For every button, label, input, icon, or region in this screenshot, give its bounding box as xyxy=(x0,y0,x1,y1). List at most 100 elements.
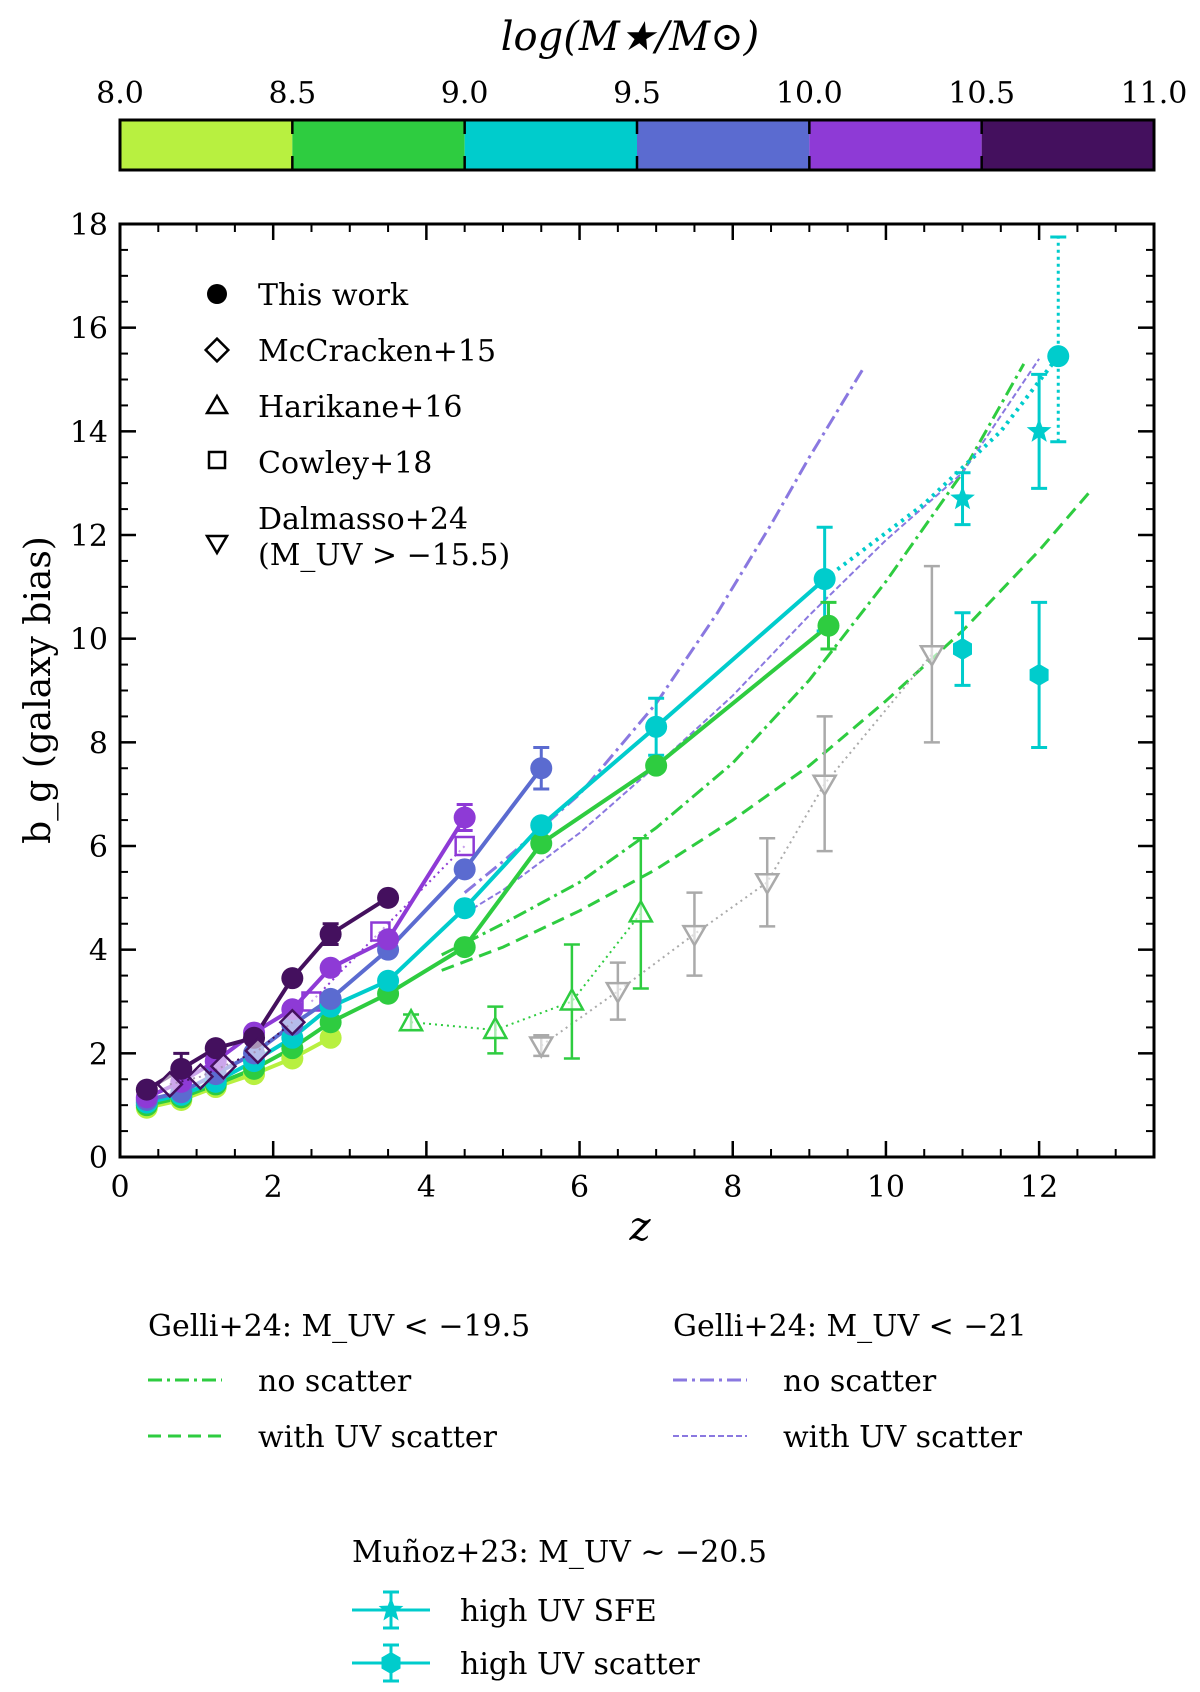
this-work-point xyxy=(377,886,400,909)
mccracken-point xyxy=(278,1008,307,1037)
cowley-point xyxy=(454,835,475,857)
x-tick-label: 0 xyxy=(110,1170,129,1205)
this-work-point xyxy=(319,923,342,946)
axis-tick-labels: 0 2 4 6 8 10 12 0 2 4 6 8 10 12 14 16 18 xyxy=(70,208,1058,1205)
colorbar-tick-label: 8.0 xyxy=(96,76,144,111)
x-axis-label: z xyxy=(628,1204,651,1250)
gelli-19-5-no-scatter-line xyxy=(441,363,1026,957)
this-work-point xyxy=(377,928,400,951)
y-axis-label: b_g (galaxy bias) xyxy=(18,536,59,844)
mccracken-line xyxy=(169,1021,293,1086)
legend-main: This work McCracken+15 Harikane+16 Cowle… xyxy=(203,278,510,573)
legend-harikane-label: Harikane+16 xyxy=(258,390,462,425)
gelli-21-with-scatter-line xyxy=(464,358,1040,915)
dalmasso-line xyxy=(540,653,933,1047)
legend-dalmasso-label-1: Dalmasso+24 xyxy=(258,502,468,537)
colorbar-segments xyxy=(118,118,1156,172)
harikane-point xyxy=(627,898,654,923)
legend-gelli-19-5: Gelli+24: M_UV < −19.5 no scatter with U… xyxy=(148,1309,530,1455)
y-tick-label: 16 xyxy=(70,312,108,347)
legend-mccracken-marker xyxy=(203,336,231,364)
munoz-sfe-point xyxy=(950,485,975,510)
y-tick-label: 8 xyxy=(89,726,108,761)
axis-ticks xyxy=(118,222,1154,1159)
legend-mccracken-label: McCracken+15 xyxy=(258,334,496,369)
dalmasso-point xyxy=(604,981,632,1005)
legend-munoz-hexagon-marker xyxy=(381,1652,401,1674)
legend-munoz-sfe-label: high UV SFE xyxy=(460,1594,657,1629)
legend-munoz-sfe-sample xyxy=(352,1590,430,1630)
legend-gelli-19-5-scatter-label: with UV scatter xyxy=(258,1420,498,1455)
this-work-point xyxy=(453,936,476,959)
harikane-point xyxy=(558,986,586,1011)
this-work-point xyxy=(645,754,668,777)
munoz-sfe-point xyxy=(1026,418,1052,442)
legend-this-work-marker xyxy=(207,284,227,304)
this-work-point xyxy=(817,614,840,637)
this-work-point xyxy=(453,858,476,881)
y-tick-label: 2 xyxy=(89,1037,108,1072)
this-work-point xyxy=(319,1026,342,1049)
x-tick-label: 10 xyxy=(867,1170,905,1205)
legend-gelli-19-5-title: Gelli+24: M_UV < −19.5 xyxy=(148,1309,530,1344)
colorbar: log(M★/M⊙) 8.0 8.5 9.0 9.5 10.0 10.5 11.0 xyxy=(96,14,1187,172)
colorbar-segment xyxy=(981,120,1154,170)
legend-this-work-label: This work xyxy=(258,278,409,313)
mccracken-point xyxy=(156,1070,184,1099)
colorbar-tick-label: 10.0 xyxy=(776,76,843,111)
y-tick-label: 18 xyxy=(70,208,108,243)
legend-gelli-19-5-noscatter-label: no scatter xyxy=(258,1364,412,1399)
this-work-point xyxy=(319,1011,342,1034)
colorbar-tick-label: 8.5 xyxy=(268,76,316,111)
legend-munoz: Muñoz+23: M_UV ∼ −20.5 high UV SFE high … xyxy=(352,1535,767,1683)
colorbar-tick-label: 11.0 xyxy=(1121,76,1188,111)
y-tick-label: 12 xyxy=(70,519,108,554)
y-tick-label: 0 xyxy=(89,1141,108,1176)
x-tick-label: 12 xyxy=(1020,1170,1058,1205)
this-work-point xyxy=(453,897,476,920)
mccracken-point xyxy=(209,1052,238,1081)
colorbar-segment xyxy=(292,120,465,170)
this-work-point xyxy=(813,568,836,591)
this-work-point xyxy=(319,987,342,1010)
colorbar-tick-label: 9.5 xyxy=(613,76,661,111)
gelli-21-no-scatter-line xyxy=(463,368,865,894)
y-tick-label: 6 xyxy=(89,830,108,865)
colorbar-segment xyxy=(637,120,810,170)
this-work-point xyxy=(135,1078,158,1101)
colorbar-segment xyxy=(120,120,293,170)
this-work-point xyxy=(204,1037,227,1060)
legend-harikane-marker xyxy=(204,393,230,415)
legend-munoz-star-marker xyxy=(378,1597,404,1621)
cyan-dotted-extension xyxy=(823,354,1060,581)
legend-gelli-21-noscatter-label: no scatter xyxy=(783,1364,937,1399)
colorbar-tick-label: 9.0 xyxy=(441,76,489,111)
colorbar-segment xyxy=(464,120,637,170)
harikane-line xyxy=(411,912,642,1032)
colorbar-segment xyxy=(809,120,982,170)
this-work-point xyxy=(530,757,553,780)
dalmasso-point xyxy=(754,873,781,896)
dalmasso-point xyxy=(681,924,708,948)
harikane-point xyxy=(397,1007,425,1032)
harikane-point xyxy=(482,1015,509,1040)
colorbar-tick-label: 10.5 xyxy=(948,76,1015,111)
mccracken-point xyxy=(186,1062,215,1091)
legend-gelli-21-title: Gelli+24: M_UV < −21 xyxy=(673,1309,1027,1344)
plot-area: 0 2 4 6 8 10 12 0 2 4 6 8 10 12 14 16 18 z b_g (galaxy b… xyxy=(18,208,1156,1250)
x-tick-label: 6 xyxy=(570,1170,589,1205)
x-tick-label: 4 xyxy=(417,1170,436,1205)
dalmasso-point xyxy=(811,774,838,798)
this-work-point xyxy=(1047,345,1070,368)
legend-cowley-marker xyxy=(207,450,227,470)
x-tick-label: 2 xyxy=(264,1170,283,1205)
gelli-19-5-with-scatter-line xyxy=(441,487,1094,972)
legend-dalmasso-marker xyxy=(204,534,230,556)
x-tick-label: 8 xyxy=(723,1170,742,1205)
legend-munoz-scatter-sample xyxy=(352,1643,430,1683)
legend-gelli-21: Gelli+24: M_UV < −21 no scatter with UV … xyxy=(673,1309,1027,1455)
series-layer xyxy=(135,235,1094,1119)
legend-dalmasso-label-2: (M_UV > −15.5) xyxy=(258,538,510,573)
colorbar-tick-labels: 8.0 8.5 9.0 9.5 10.0 10.5 11.0 xyxy=(96,76,1187,111)
